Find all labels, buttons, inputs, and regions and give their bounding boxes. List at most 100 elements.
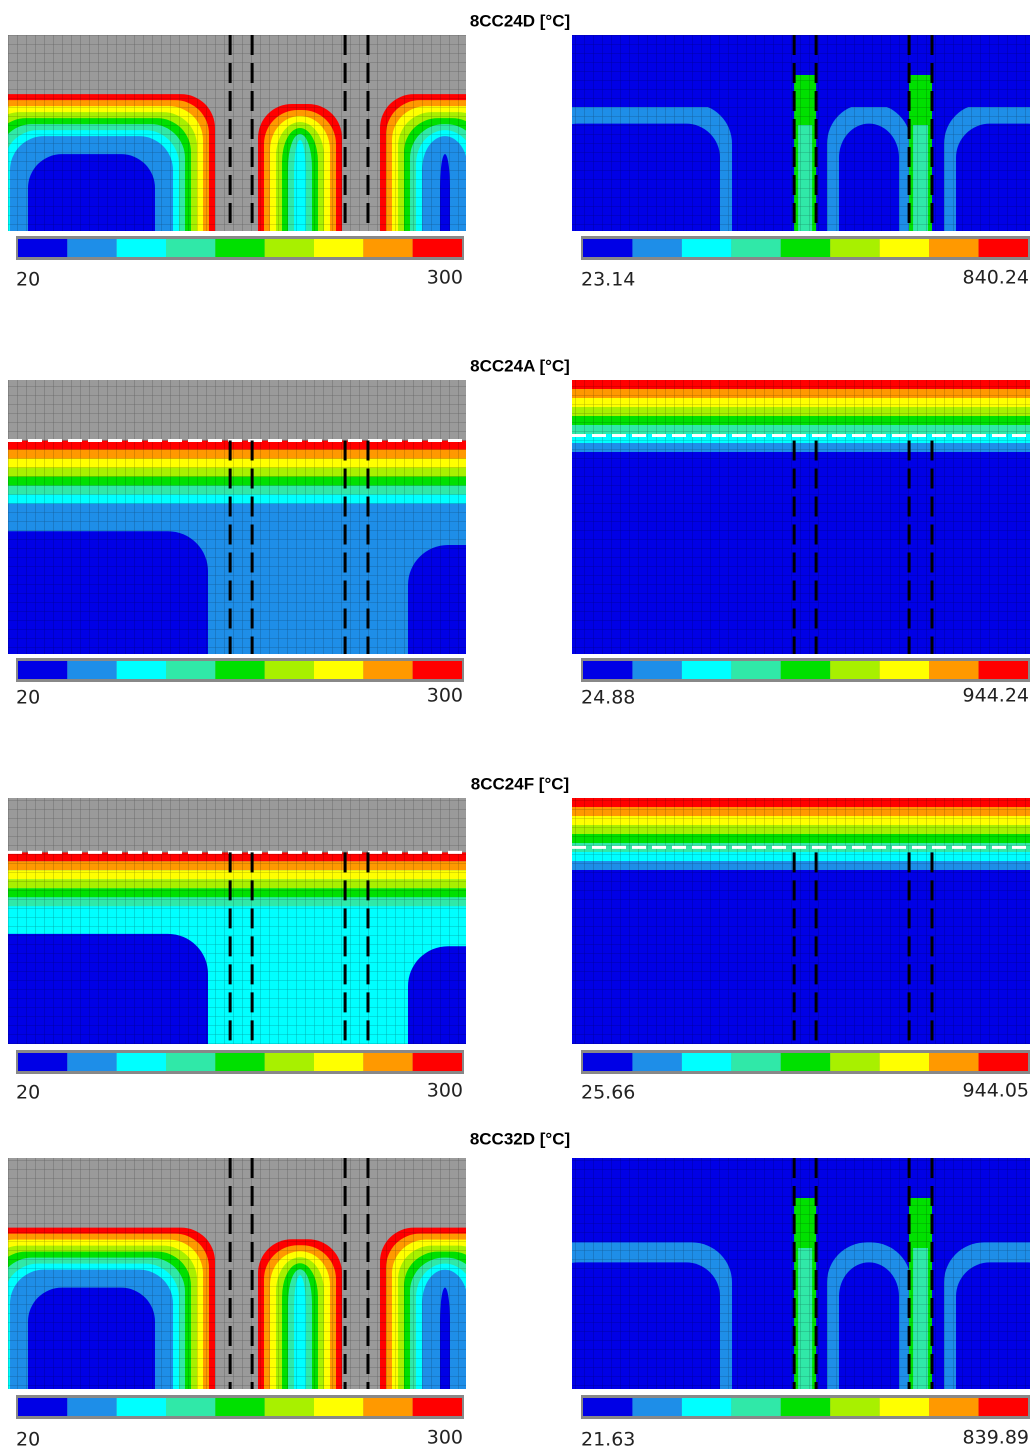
- contour-plot: [572, 1158, 1030, 1391]
- contour-plot: [8, 1158, 466, 1391]
- colorbar-min: 23.14: [581, 269, 635, 291]
- colorbar-swatch: [731, 239, 781, 257]
- mesh: [8, 35, 466, 232]
- plot-area: [8, 1158, 466, 1390]
- colorbar-swatch: [412, 1053, 462, 1071]
- contour-plot: [572, 380, 1030, 656]
- colorbar-swatch: [780, 661, 831, 679]
- colorbar-swatch: [583, 1398, 633, 1416]
- colorbar-swatch: [264, 661, 314, 679]
- colorbar-max: 840.24: [963, 267, 1029, 289]
- mesh: [572, 798, 1030, 1045]
- colorbar-swatch: [363, 1053, 413, 1071]
- panel-title: 8CC24A [°C]: [470, 356, 570, 375]
- colorbar-swatch: [830, 239, 880, 257]
- colorbar-swatch: [314, 661, 364, 679]
- colorbar-swatch: [116, 239, 166, 257]
- colorbar-swatch: [583, 1053, 633, 1071]
- colorbar-swatch: [412, 661, 462, 679]
- colorbar-swatch: [632, 1053, 682, 1071]
- colorbar-swatch: [731, 661, 781, 679]
- colorbar-swatch: [264, 1053, 314, 1071]
- colorbar-swatch: [67, 239, 117, 257]
- colorbar-swatch: [780, 1398, 831, 1416]
- colorbar-swatch: [830, 661, 880, 679]
- contour-plot: [8, 35, 466, 233]
- colorbar-swatch: [18, 661, 68, 679]
- mesh: [8, 798, 466, 1045]
- colorbar-swatch: [681, 661, 732, 679]
- mesh: [572, 1158, 1030, 1390]
- colorbar-swatch: [314, 239, 364, 257]
- colorbar-swatch: [67, 1398, 117, 1416]
- contour-plot: [8, 380, 466, 656]
- colorbar-swatch: [166, 239, 216, 257]
- colorbar-max: 300: [427, 267, 463, 289]
- plot-area: [8, 35, 466, 232]
- plot-area: [572, 35, 1030, 232]
- colorbar-swatch: [879, 239, 930, 257]
- colorbar-min: 20: [16, 1082, 40, 1104]
- colorbar-swatch: [67, 1053, 117, 1071]
- colorbar-swatch: [830, 1398, 880, 1416]
- colorbar-swatch: [215, 239, 265, 257]
- colorbar-swatch: [215, 1398, 265, 1416]
- colorbar-max: 944.24: [963, 685, 1029, 707]
- colorbar-swatch: [978, 661, 1028, 679]
- colorbar-swatch: [363, 1398, 413, 1416]
- colorbar-swatch: [731, 1398, 781, 1416]
- panel-title: 8CC24F [°C]: [471, 774, 569, 793]
- colorbar-swatch: [632, 661, 682, 679]
- colorbar-swatch: [583, 239, 633, 257]
- mesh: [572, 380, 1030, 655]
- mesh: [8, 1158, 466, 1390]
- colorbar-min: 20: [16, 1429, 40, 1451]
- colorbar-swatch: [314, 1398, 364, 1416]
- colorbar-swatch: [929, 661, 979, 679]
- colorbar-swatch: [830, 1053, 880, 1071]
- colorbar-max: 300: [427, 1080, 463, 1102]
- colorbar-swatch: [978, 1398, 1028, 1416]
- contour-plot: [8, 798, 466, 1046]
- colorbar-swatch: [780, 1053, 831, 1071]
- colorbar-min: 21.63: [581, 1429, 635, 1451]
- colorbar-swatch: [363, 239, 413, 257]
- colorbar-swatch: [412, 1398, 462, 1416]
- colorbar-swatch: [681, 239, 732, 257]
- colorbar-swatch: [166, 1398, 216, 1416]
- colorbar-swatch: [731, 1053, 781, 1071]
- colorbar-swatch: [879, 661, 930, 679]
- plot-area: [8, 798, 466, 1045]
- mesh: [572, 35, 1030, 232]
- colorbar-swatch: [632, 1398, 682, 1416]
- plot-area: [572, 798, 1030, 1045]
- colorbar-max: 300: [427, 1427, 463, 1449]
- colorbar-max: 944.05: [963, 1080, 1029, 1102]
- colorbar-swatch: [18, 1398, 68, 1416]
- colorbar-swatch: [412, 239, 462, 257]
- colorbar-swatch: [879, 1053, 930, 1071]
- colorbar-swatch: [67, 661, 117, 679]
- colorbar-max: 839.89: [963, 1427, 1029, 1449]
- plot-area: [572, 1158, 1030, 1390]
- colorbar-swatch: [116, 1398, 166, 1416]
- colorbar-swatch: [363, 661, 413, 679]
- contour-plot: [572, 798, 1030, 1046]
- colorbar-swatch: [18, 1053, 68, 1071]
- colorbar-swatch: [681, 1053, 732, 1071]
- plot-area: [8, 380, 466, 655]
- colorbar-swatch: [264, 1398, 314, 1416]
- colorbar-min: 20: [16, 269, 40, 291]
- panel-title: 8CC32D [°C]: [470, 1129, 570, 1148]
- colorbar-swatch: [929, 1053, 979, 1071]
- colorbar-max: 300: [427, 685, 463, 707]
- colorbar-swatch: [978, 239, 1028, 257]
- colorbar-swatch: [929, 1398, 979, 1416]
- colorbar-swatch: [681, 1398, 732, 1416]
- colorbar-swatch: [215, 661, 265, 679]
- colorbar-min: 24.88: [581, 687, 635, 709]
- colorbar-swatch: [116, 1053, 166, 1071]
- colorbar-swatch: [632, 239, 682, 257]
- contour-plot: [572, 35, 1030, 233]
